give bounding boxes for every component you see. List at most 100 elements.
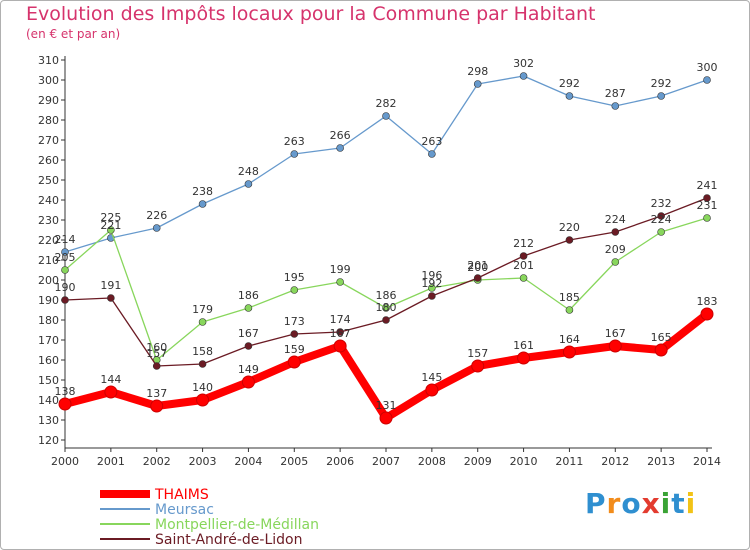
data-point (61, 248, 69, 256)
y-tick-label: 140 (38, 394, 59, 407)
data-label: 266 (330, 129, 351, 142)
y-tick-label: 260 (38, 154, 59, 167)
data-point (657, 228, 665, 236)
data-point (336, 328, 344, 336)
x-tick-label: 2011 (555, 455, 583, 468)
data-label: 158 (192, 345, 213, 358)
x-tick-label: 2008 (418, 455, 446, 468)
x-tick-label: 2006 (326, 455, 354, 468)
data-point (104, 385, 118, 399)
data-point (61, 296, 69, 304)
data-point (61, 266, 69, 274)
data-label: 205 (55, 251, 76, 264)
data-label: 180 (376, 301, 397, 314)
data-point (703, 194, 711, 202)
data-label: 282 (376, 97, 397, 110)
data-point (382, 112, 390, 120)
data-label: 167 (330, 327, 351, 340)
data-point (290, 286, 299, 294)
data-point (382, 316, 390, 324)
data-point (198, 360, 207, 368)
y-tick-label: 290 (38, 94, 59, 107)
data-point (290, 330, 299, 338)
data-label: 221 (100, 219, 121, 232)
data-label: 200 (467, 261, 488, 274)
data-label: 190 (55, 281, 76, 294)
data-point (244, 342, 253, 350)
data-label: 248 (238, 165, 259, 178)
data-point (382, 304, 390, 312)
legend-swatch (100, 523, 150, 525)
data-point (196, 393, 210, 407)
data-label: 179 (192, 303, 213, 316)
data-point (428, 292, 436, 300)
data-label: 292 (559, 77, 580, 90)
data-point (565, 236, 574, 244)
x-tick-label: 2003 (189, 455, 217, 468)
y-tick-label: 240 (38, 194, 59, 207)
data-label: 199 (330, 263, 351, 276)
legend-label: THAIMS (154, 487, 209, 503)
data-label: 161 (513, 339, 534, 352)
y-tick-label: 280 (38, 114, 59, 127)
data-label: 131 (376, 399, 397, 412)
data-label: 191 (100, 279, 121, 292)
data-point (657, 212, 665, 220)
y-tick-label: 310 (38, 54, 59, 67)
data-point (428, 284, 436, 292)
data-label: 214 (55, 233, 76, 246)
data-point (519, 274, 528, 282)
data-label: 212 (513, 237, 534, 250)
x-tick-label: 2000 (51, 455, 79, 468)
y-tick-label: 270 (38, 134, 59, 147)
y-tick-label: 150 (38, 374, 59, 387)
y-tick-label: 190 (38, 294, 59, 307)
chart-title: Evolution des Impôts locaux pour la Comm… (26, 3, 596, 25)
data-label: 192 (421, 277, 442, 290)
legend-label: Meursac (155, 502, 214, 518)
data-label: 226 (146, 209, 167, 222)
data-point (290, 150, 299, 158)
data-point (428, 150, 436, 158)
data-label: 195 (284, 271, 305, 284)
data-label: 167 (238, 327, 259, 340)
data-label: 263 (421, 135, 442, 148)
data-point (654, 343, 668, 357)
data-label: 149 (238, 363, 259, 376)
data-point (562, 345, 576, 359)
data-point (700, 307, 714, 321)
data-point (519, 72, 528, 80)
data-label: 263 (284, 135, 305, 148)
data-label: 157 (146, 347, 167, 360)
y-tick-label: 170 (38, 334, 59, 347)
y-tick-label: 180 (38, 314, 59, 327)
data-point (107, 226, 115, 234)
data-label: 241 (697, 179, 718, 192)
data-point (244, 304, 253, 312)
data-label: 183 (697, 295, 718, 308)
data-point (198, 200, 207, 208)
data-label: 209 (605, 243, 626, 256)
y-tick-label: 130 (38, 414, 59, 427)
logo-letter: r (606, 487, 622, 520)
data-label: 201 (513, 259, 534, 272)
data-point (198, 318, 207, 326)
data-point (244, 180, 253, 188)
logo-letter: i (685, 487, 697, 520)
y-tick-label: 230 (38, 214, 59, 227)
data-label: 167 (605, 327, 626, 340)
data-point (565, 92, 574, 100)
data-point (703, 76, 711, 84)
data-point (611, 258, 620, 266)
x-tick-label: 2007 (372, 455, 400, 468)
legend-swatch (100, 508, 150, 510)
data-label: 173 (284, 315, 305, 328)
x-tick-label: 2013 (647, 455, 675, 468)
data-label: 231 (697, 199, 718, 212)
data-point (611, 102, 620, 110)
y-tick-label: 220 (38, 234, 59, 247)
data-point (58, 397, 72, 411)
data-point (611, 228, 620, 236)
legend-swatch (100, 538, 150, 540)
data-label: 238 (192, 185, 213, 198)
